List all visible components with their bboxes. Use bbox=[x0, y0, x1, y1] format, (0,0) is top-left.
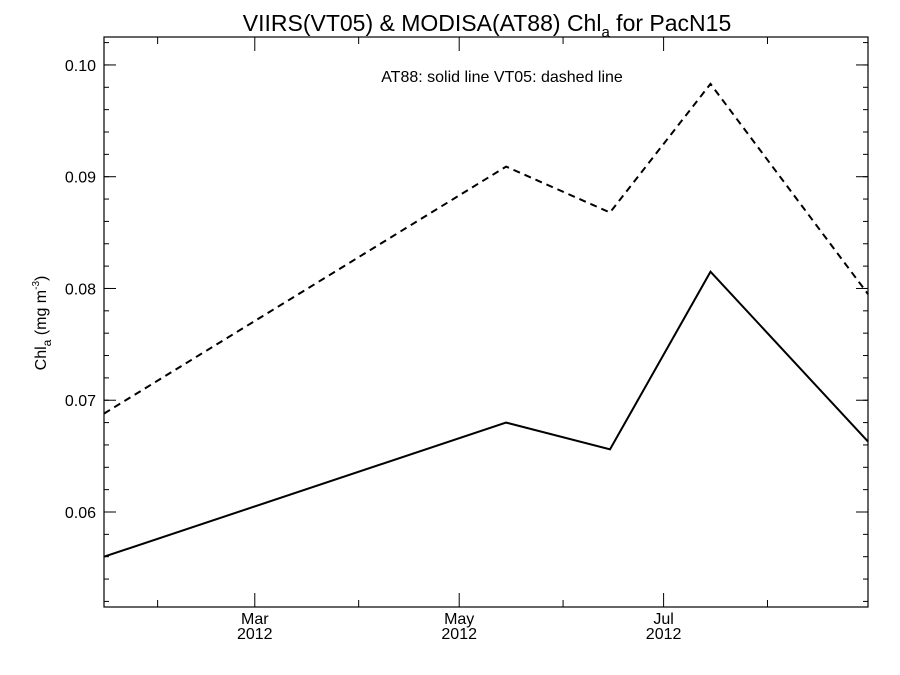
chart-title: VIIRS(VT05) & MODISA(AT88) Chla for PacN… bbox=[243, 10, 732, 41]
y-axis-label-units: (mg m bbox=[33, 290, 50, 340]
x-tick-label-month: May bbox=[444, 611, 474, 628]
series-layer bbox=[103, 82, 869, 558]
x-tick-label-year: 2012 bbox=[646, 626, 682, 643]
y-tick-label: 0.07 bbox=[65, 393, 96, 410]
x-tick-label-year: 2012 bbox=[441, 626, 477, 643]
x-tick-label-year: 2012 bbox=[237, 626, 273, 643]
y-axis-label-subscript: a bbox=[40, 339, 54, 346]
plot-frame bbox=[103, 36, 869, 608]
y-tick-label: 0.06 bbox=[65, 505, 96, 522]
chart-title-suffix: for PacN15 bbox=[610, 10, 731, 36]
axis-ticks: 0.060.070.080.090.10Mar2012May2012Jul201… bbox=[65, 37, 868, 643]
y-axis-label-units-superscript: -3 bbox=[31, 281, 42, 290]
y-axis-label-main: Chl bbox=[33, 346, 50, 370]
chart-title-subscript: a bbox=[601, 24, 610, 41]
y-tick-label: 0.10 bbox=[65, 58, 96, 75]
y-axis-label-units-close: ) bbox=[33, 276, 50, 281]
y-tick-label: 0.09 bbox=[65, 170, 96, 187]
x-tick-label-month: Mar bbox=[241, 611, 269, 628]
series-line-at88-solid bbox=[103, 270, 869, 558]
x-tick-label-month: Jul bbox=[653, 611, 673, 628]
y-tick-label: 0.08 bbox=[65, 281, 96, 298]
chart-annotation: AT88: solid line VT05: dashed line bbox=[381, 69, 623, 86]
series-line-vt05-dashed bbox=[103, 82, 869, 415]
chart-title-main: VIIRS(VT05) & MODISA(AT88) Chl bbox=[243, 10, 602, 36]
y-axis-label: Chla (mg m-3) bbox=[31, 276, 54, 371]
